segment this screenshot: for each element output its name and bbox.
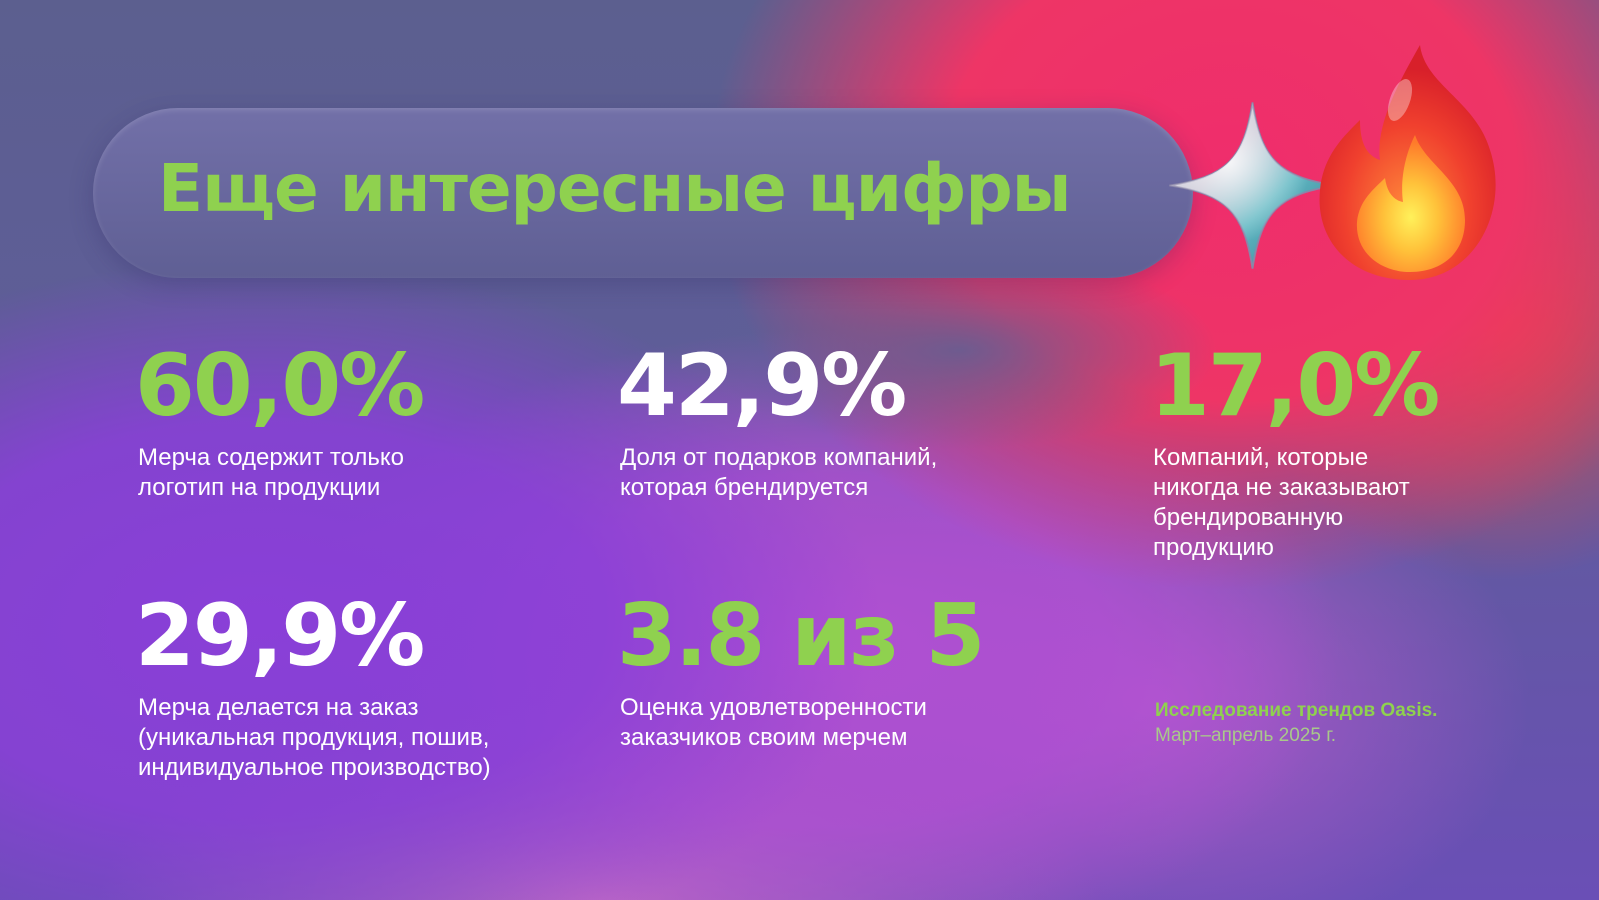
stat-description-line: никогда не заказывают — [1153, 474, 1410, 501]
stat-value: 17,0% — [1150, 336, 1440, 436]
stat-description-line: продукцию — [1153, 534, 1274, 561]
stat-description-line: Компаний, которые — [1153, 444, 1369, 471]
slide-title: Еще интересные цифры — [158, 150, 1071, 227]
stat-description: Мерча делается на заказ (уникальная прод… — [138, 693, 491, 783]
title-banner — [93, 108, 1193, 278]
stat-description-line: заказчиков своим мерчем — [620, 724, 908, 751]
fire-icon — [1319, 45, 1496, 280]
stat-description-line: Мерча делается на заказ — [138, 694, 419, 721]
stat-description-line: которая брендируется — [620, 474, 869, 501]
stat-value: 3.8 из 5 — [617, 586, 985, 686]
stat-description-line: (уникальная продукция, пошив, — [138, 724, 490, 751]
source-date: Март–апрель 2025 г. — [1155, 725, 1337, 746]
stat-description: Компаний, которые никогда не заказывают … — [1153, 443, 1410, 563]
stat-description-line: брендированную — [1153, 504, 1344, 531]
stat-value: 29,9% — [135, 586, 425, 686]
stat-description-line: индивидуальное производство) — [138, 754, 491, 781]
stat-description-line: Оценка удовлетворенности — [620, 694, 927, 721]
stat-description: Оценка удовлетворенности заказчиков свои… — [620, 693, 927, 753]
stat-description-line: логотип на продукции — [138, 474, 381, 501]
stat-value: 60,0% — [135, 336, 425, 436]
stat-value: 42,9% — [617, 336, 907, 436]
stat-description: Мерча содержит только логотип на продукц… — [138, 443, 404, 503]
stat-description-line: Мерча содержит только — [138, 444, 405, 471]
source-title: Исследование трендов Oasis. — [1155, 700, 1438, 721]
background-shade — [700, 250, 1220, 450]
sparkle-star-icon — [1169, 102, 1336, 269]
source-note: Исследование трендов Oasis. Март–апрель … — [1155, 698, 1437, 748]
stat-description: Доля от подарков компаний, которая бренд… — [620, 443, 937, 503]
stat-description-line: Доля от подарков компаний, — [620, 444, 938, 471]
